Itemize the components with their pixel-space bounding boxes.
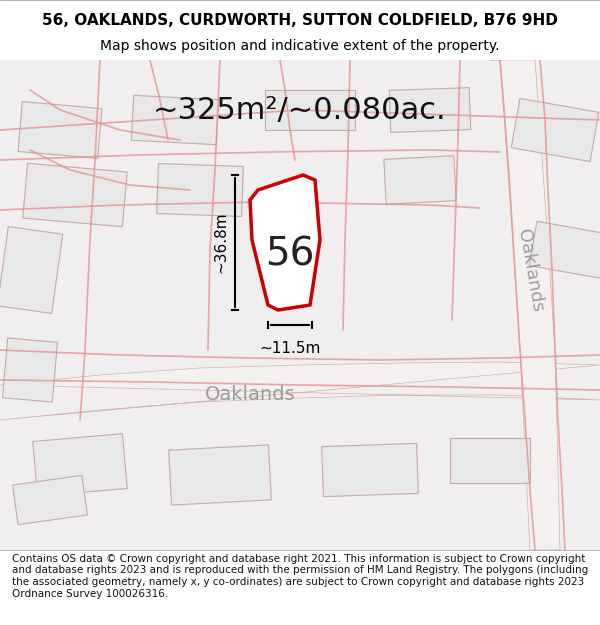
Polygon shape: [0, 226, 63, 314]
Polygon shape: [490, 60, 560, 550]
Polygon shape: [131, 95, 218, 145]
Polygon shape: [18, 102, 102, 158]
Text: 56, OAKLANDS, CURDWORTH, SUTTON COLDFIELD, B76 9HD: 56, OAKLANDS, CURDWORTH, SUTTON COLDFIEL…: [42, 13, 558, 28]
Text: Oaklands: Oaklands: [205, 386, 295, 404]
Polygon shape: [0, 362, 600, 420]
Text: ~325m²/~0.080ac.: ~325m²/~0.080ac.: [153, 96, 447, 124]
Text: ~36.8m: ~36.8m: [214, 212, 229, 273]
Polygon shape: [2, 338, 58, 402]
Text: Map shows position and indicative extent of the property.: Map shows position and indicative extent…: [100, 39, 500, 53]
Polygon shape: [157, 164, 244, 216]
Text: Contains OS data © Crown copyright and database right 2021. This information is : Contains OS data © Crown copyright and d…: [12, 554, 588, 599]
Polygon shape: [250, 175, 320, 310]
Text: 56: 56: [265, 236, 315, 274]
Polygon shape: [322, 443, 418, 497]
Text: ~11.5m: ~11.5m: [259, 341, 320, 356]
Polygon shape: [13, 476, 88, 524]
Polygon shape: [529, 221, 600, 279]
Polygon shape: [384, 156, 456, 204]
Polygon shape: [23, 163, 127, 227]
Text: Oaklands: Oaklands: [514, 227, 546, 313]
Polygon shape: [450, 438, 530, 483]
Polygon shape: [265, 90, 355, 130]
Polygon shape: [511, 98, 599, 162]
Polygon shape: [33, 434, 127, 496]
Polygon shape: [169, 445, 271, 505]
Polygon shape: [389, 88, 471, 132]
